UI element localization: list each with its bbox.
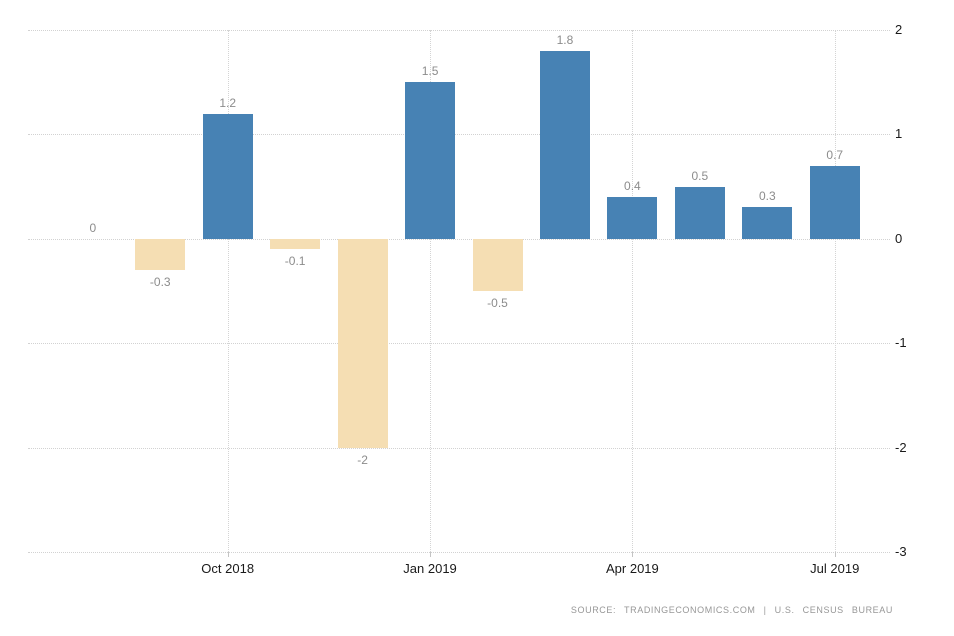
gridline-horizontal — [28, 30, 890, 31]
y-axis-tick-label: 0 — [895, 230, 903, 246]
bar-negative — [270, 238, 321, 250]
bar-positive — [405, 82, 456, 239]
bar-value-label: 0.7 — [826, 147, 844, 162]
y-axis-tick-label: -2 — [895, 439, 907, 455]
x-axis-tick-label: Jul 2019 — [810, 561, 860, 576]
gridline-horizontal — [28, 343, 890, 345]
y-axis-tick-label: 2 — [895, 22, 903, 37]
gridline-horizontal — [28, 134, 890, 136]
y-axis-tick-label: -1 — [895, 335, 907, 351]
y-axis-tick-label: 1 — [895, 126, 903, 142]
y-axis-tick-label: -3 — [895, 544, 907, 559]
bar-value-label: -0.3 — [149, 275, 171, 290]
bar-value-label: 0 — [89, 220, 97, 235]
bar-negative — [135, 238, 186, 271]
bar-value-label: 0.4 — [624, 179, 641, 194]
bar-value-label: 1.2 — [219, 95, 237, 110]
x-axis-tick-label: Oct 2018 — [201, 561, 255, 576]
source-attribution: SOURCE: TRADINGECONOMICS.COM | U.S. CENS… — [570, 605, 893, 615]
bar-positive — [674, 186, 725, 239]
x-axis-tick-label: Apr 2019 — [606, 561, 659, 576]
gridline-vertical — [632, 30, 634, 552]
gridline-horizontal — [28, 238, 890, 240]
bar-positive — [809, 165, 860, 239]
bar-negative — [472, 238, 523, 291]
bar-positive — [202, 113, 253, 239]
gridline-vertical — [834, 30, 836, 552]
x-axis-tick-label: Jan 2019 — [403, 561, 457, 576]
bar-positive — [742, 207, 793, 239]
bar-value-label: -0.1 — [284, 254, 306, 269]
bar-value-label: 1.8 — [556, 32, 574, 47]
bar-value-label: 0.5 — [691, 168, 709, 183]
gridline-horizontal — [28, 552, 890, 553]
gridline-vertical — [227, 30, 229, 552]
x-axis-tick-mark — [227, 552, 229, 557]
gridline-vertical — [430, 30, 432, 552]
bar-value-label: 1.5 — [421, 64, 439, 79]
bar-positive — [607, 197, 658, 239]
bar-value-label: 0.3 — [758, 189, 776, 204]
bar-negative — [337, 238, 388, 448]
gridline-horizontal — [28, 447, 890, 449]
x-axis-tick-mark — [834, 552, 836, 557]
bar-value-label: -2 — [357, 452, 368, 467]
x-axis-tick-mark — [430, 552, 432, 557]
bar-positive — [539, 50, 590, 239]
bar-value-label: -0.5 — [487, 296, 508, 310]
x-axis-tick-mark — [632, 552, 634, 557]
